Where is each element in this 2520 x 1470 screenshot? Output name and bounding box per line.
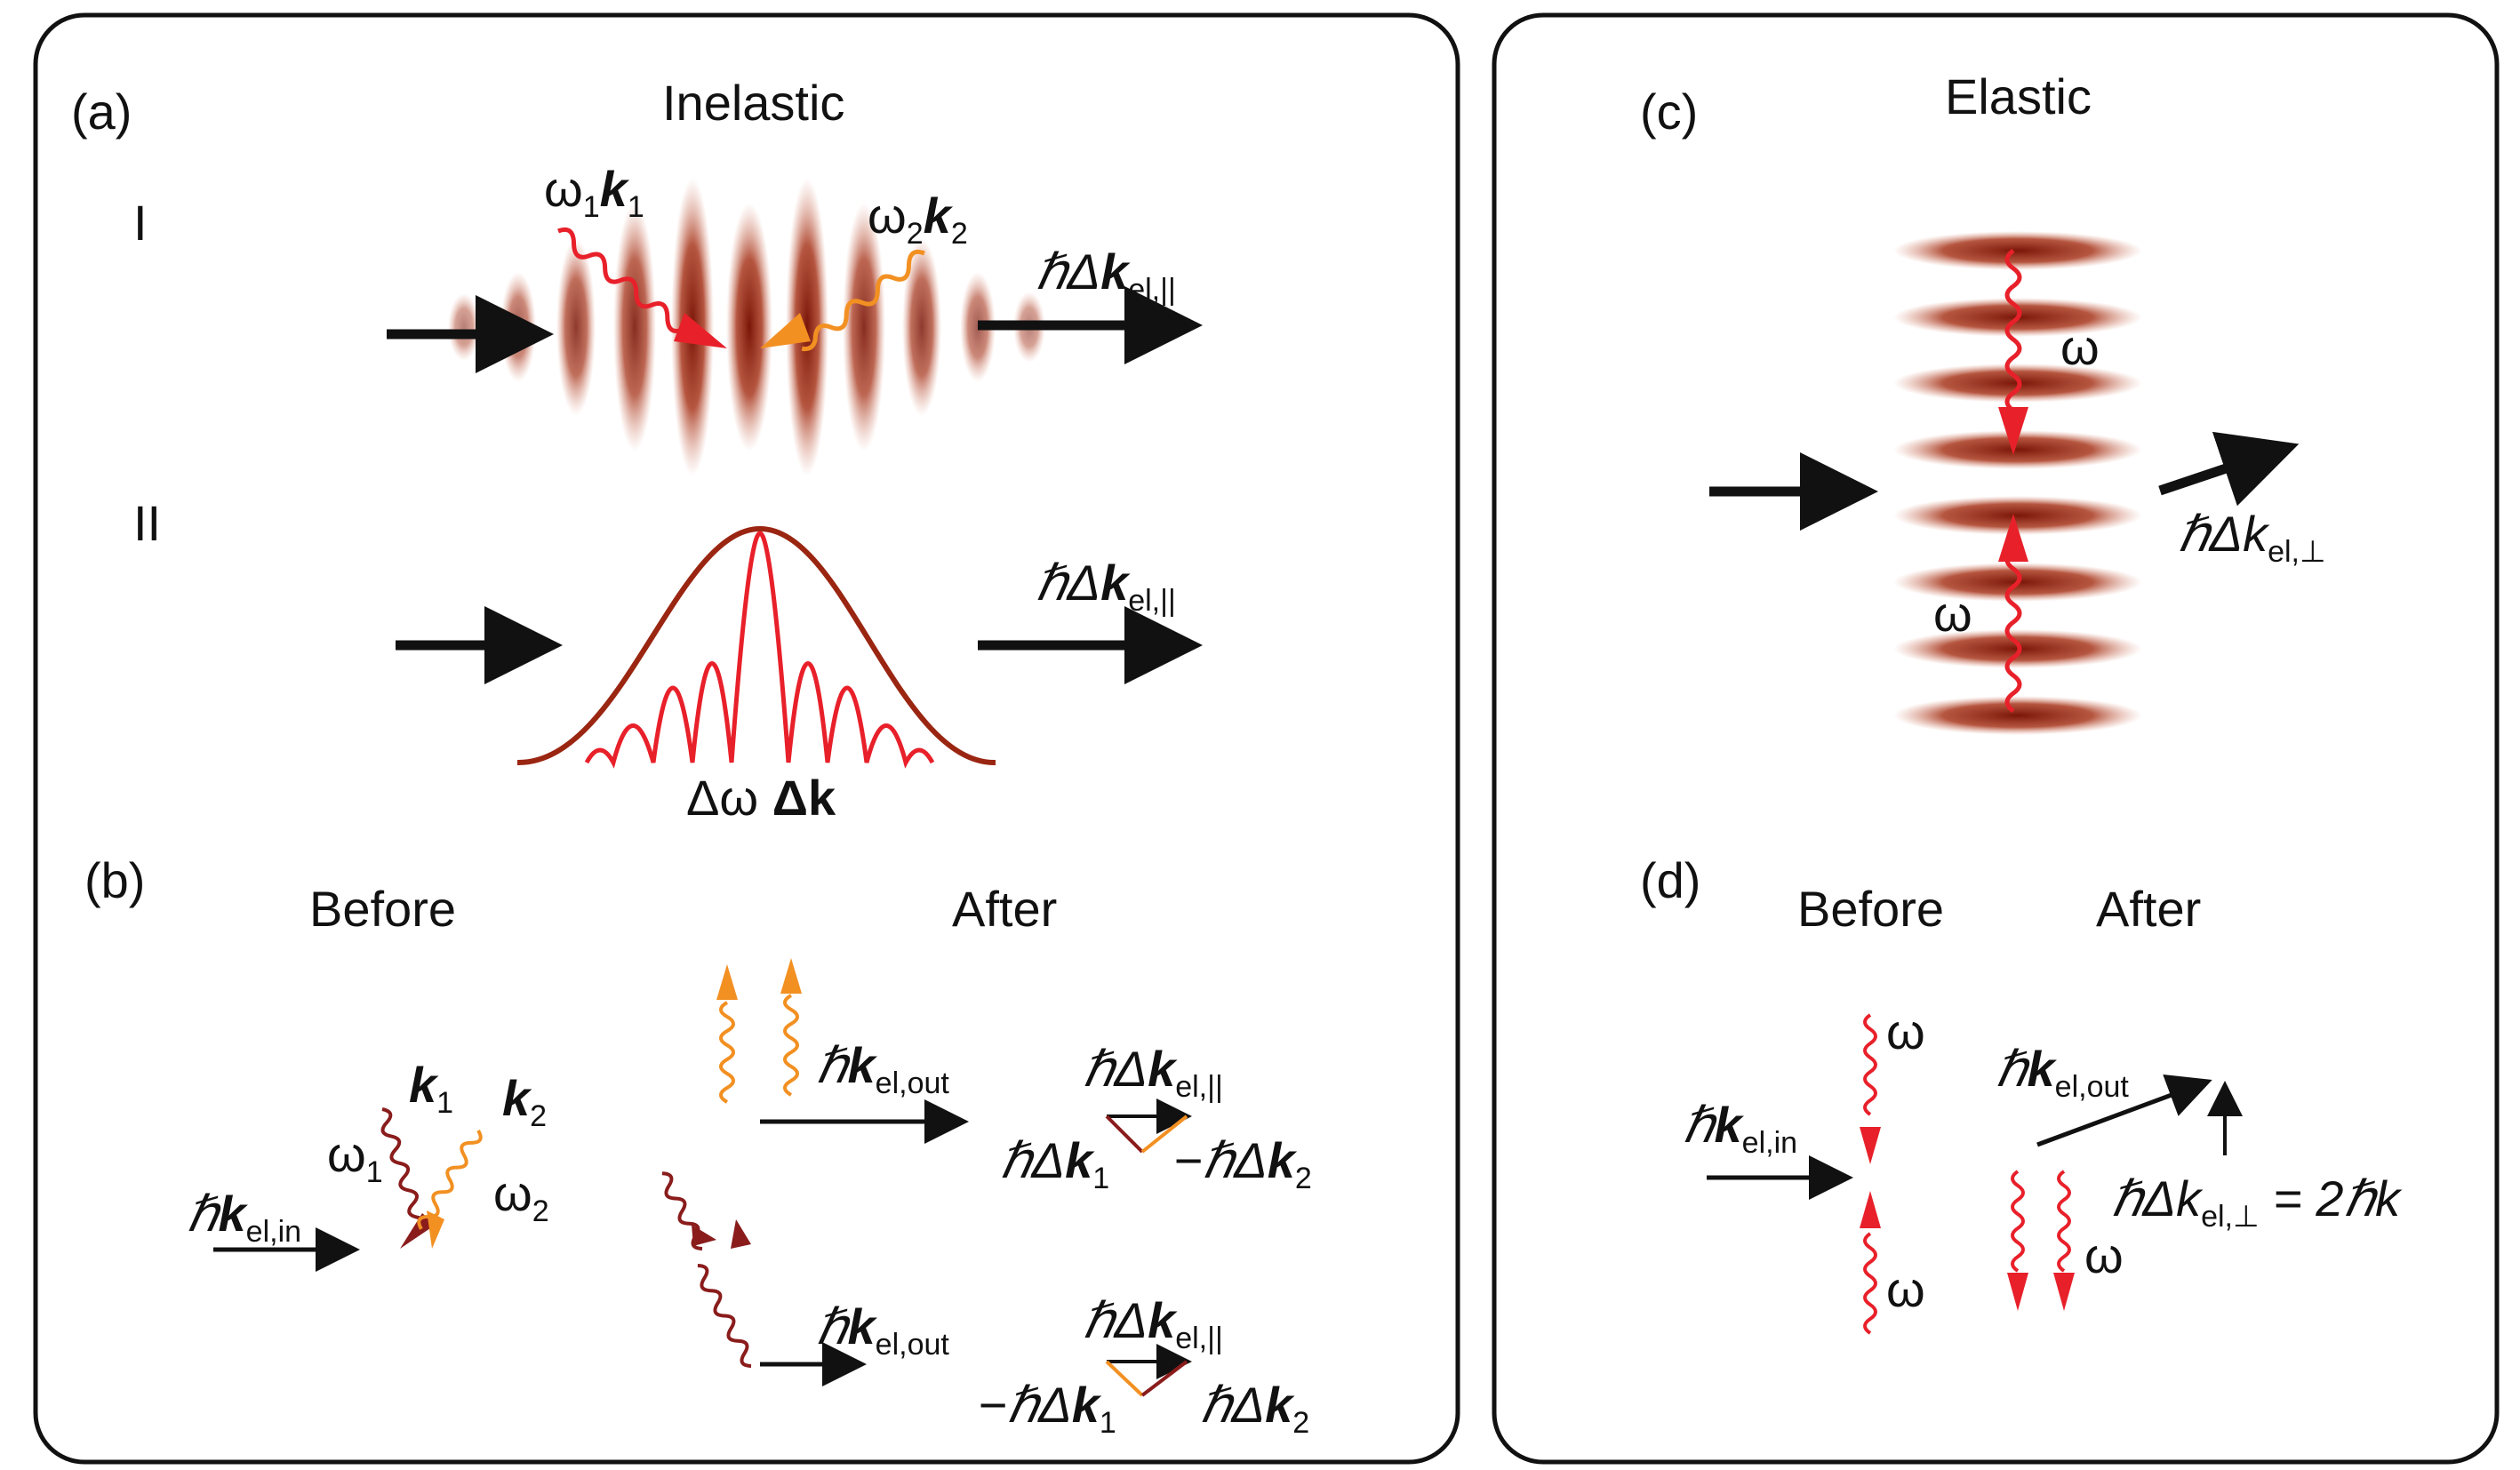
after-top-delta-label: ℏΔkel,|| (1083, 1041, 1223, 1104)
panel-a-letter: (a) (71, 84, 132, 140)
before-electron-label: ℏkel,in (187, 1186, 301, 1249)
after-top-photon-b-arrowhead (780, 958, 802, 994)
row-2-label: II (133, 495, 161, 551)
panel-c-momentum-label: ℏΔkel,⊥ (2178, 506, 2326, 569)
photon-2-wave (801, 249, 925, 352)
panel-d-photon-up-arrowhead (1860, 1191, 1881, 1228)
standing-photon-up-arrowhead (1998, 514, 2028, 562)
photon-1-arrowhead (674, 313, 727, 348)
panel-a-title: Inelastic (662, 75, 844, 131)
after-top-photon-b (783, 994, 799, 1097)
after-bottom-triangle-k1 (1105, 1360, 1144, 1397)
panel-d-after-photon-a (2011, 1170, 2025, 1273)
panel-d-omega-bottom: ω (1886, 1261, 1925, 1317)
after-top-triangle-k2 (1140, 1114, 1188, 1154)
panel-d-out-label: ℏkel,out (1996, 1041, 2129, 1104)
panel-d-after-photon-b (2057, 1170, 2071, 1273)
after-top-photon-a (719, 1001, 735, 1104)
after-bottom-triangle-k2 (1140, 1360, 1188, 1397)
panel-c-outgoing-electron-arrow (2158, 431, 2300, 507)
row-1-label: I (133, 195, 148, 251)
panel-d-before: Before (1797, 881, 1944, 937)
panel-d-perp-label: ℏΔkel,⊥ = 2ℏk (2111, 1170, 2403, 1234)
standing-photon-down-arrowhead (1998, 407, 2028, 455)
spectrum-envelope (516, 525, 996, 766)
before-photon-1 (380, 1107, 428, 1233)
after-bottom-photon-a-arrowhead (692, 1225, 716, 1246)
before-photon-1-arrowhead (400, 1213, 436, 1249)
before-photon-2-arrowhead (427, 1210, 444, 1249)
panel-d-omega-top: ω (1886, 1003, 1925, 1059)
standing-photon-up (2004, 548, 2022, 714)
before-k2-label: k2 (502, 1070, 547, 1133)
after-top-photon-a-arrowhead (716, 964, 738, 1000)
before-omega2-label: ω2 (493, 1165, 549, 1228)
after-top-triangle-k1 (1105, 1114, 1144, 1154)
panel-d-letter: (d) (1640, 852, 1700, 908)
panel-d-omega-right: ω (2084, 1227, 2124, 1283)
panel-d-after-photon-a-arrowhead (2007, 1273, 2028, 1311)
after-bottom-right-label: ℏΔk2 (1200, 1377, 1309, 1440)
panel-d-after: After (2096, 881, 2201, 937)
standing-photon-down (2004, 248, 2022, 431)
panel-d-photon-up (1863, 1232, 1877, 1335)
after-bottom-photon-b-arrowhead (731, 1219, 751, 1249)
photon-2-arrowhead (760, 313, 811, 348)
right-panel (1492, 12, 2500, 1465)
panel-d-photon-down-arrowhead (1860, 1127, 1881, 1164)
row2-momentum-label: ℏΔkel,|| (1036, 555, 1176, 618)
panel-c-letter: (c) (1640, 84, 1698, 140)
panel-b-letter: (b) (84, 852, 145, 908)
spectrum-label: Δω Δk (686, 770, 836, 826)
panel-b-before: Before (309, 881, 456, 937)
panel-c-title: Elastic (1945, 68, 2092, 124)
photon-1-label: ω1k1 (544, 161, 644, 224)
row1-momentum-label: ℏΔkel,|| (1036, 244, 1176, 307)
spectrum-oscillation (584, 531, 935, 769)
after-bottom-left-label: −ℏΔk1 (978, 1377, 1116, 1440)
panel-c-omega-top: ω (2060, 319, 2100, 375)
after-bottom-photon-b (697, 1263, 752, 1368)
before-k1-label: k1 (409, 1057, 453, 1120)
after-top-electron-label: ℏkel,out (816, 1037, 949, 1100)
standing-wave-blobs (1893, 231, 2142, 735)
panel-b-after: After (952, 881, 1057, 937)
left-panel (33, 12, 1460, 1465)
panel-c-omega-bottom: ω (1933, 586, 1972, 642)
after-top-right-label: −ℏΔk2 (1173, 1132, 1312, 1195)
after-top-left-label: ℏΔk1 (1000, 1132, 1109, 1195)
photon-2-label: ω2k2 (868, 188, 968, 251)
photon-1-wave (557, 227, 699, 340)
panel-d-photon-down (1863, 1013, 1877, 1116)
panel-d-in-label: ℏkel,in (1683, 1097, 1797, 1160)
panel-d-after-photon-b-arrowhead (2053, 1273, 2075, 1311)
panel-d-outgoing-electron-arrow (2036, 1074, 2212, 1147)
before-omega1-label: ω1 (327, 1126, 383, 1189)
